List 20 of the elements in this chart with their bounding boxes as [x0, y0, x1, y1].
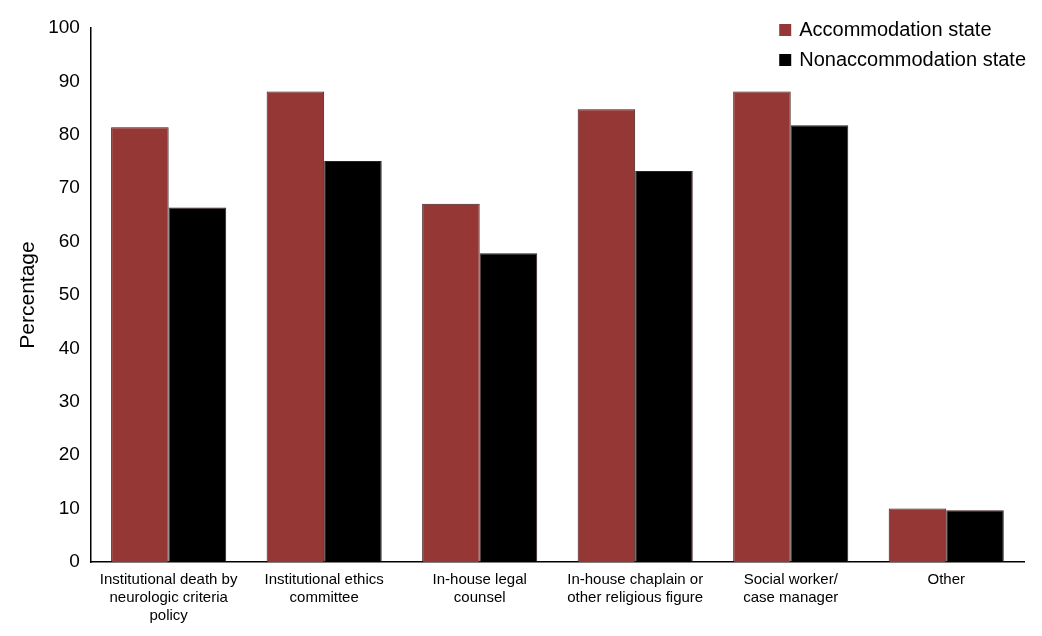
- legend-label: Accommodation state: [799, 17, 992, 40]
- y-tick-label: 80: [58, 123, 80, 145]
- y-tick-label: 60: [58, 229, 80, 251]
- y-tick-label: 70: [58, 176, 80, 198]
- y-tick-label: 10: [58, 496, 80, 518]
- y-axis-title: Percentage: [15, 241, 39, 349]
- y-tick-label: 20: [58, 443, 80, 465]
- y-tick-label: 30: [58, 390, 80, 412]
- x-tick-label: Institutional ethics committee: [264, 570, 384, 606]
- legend-label: Nonaccommodation state: [799, 47, 1027, 70]
- x-tick-label: Social worker/ case manager: [743, 570, 839, 606]
- y-tick-label: 90: [58, 69, 80, 91]
- x-tick-label: Institutional death by neurologic criteria policy: [99, 570, 238, 624]
- x-tick-label: In-house legal counsel: [432, 570, 527, 606]
- x-tick-label: In-house chaplain or other religious figure: [567, 570, 704, 606]
- x-tick-label: Other: [927, 570, 965, 588]
- y-tick-label: 0: [69, 550, 80, 572]
- y-tick-label: 40: [58, 336, 80, 358]
- y-tick-label: 50: [58, 283, 80, 305]
- y-tick-label: 100: [48, 16, 80, 38]
